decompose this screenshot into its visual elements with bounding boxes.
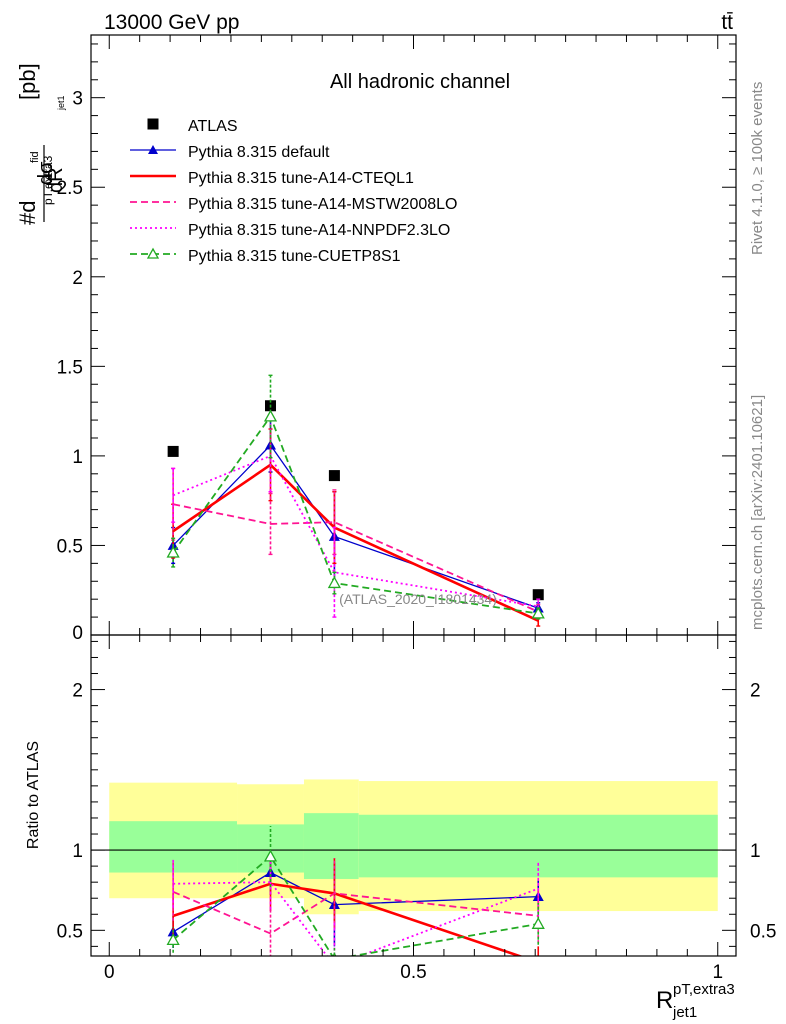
data-point [167,445,179,457]
svg-text:#d: #d [15,201,40,225]
svg-text:jet1: jet1 [56,95,66,111]
ratio-y-tick-label: 2 [72,681,83,702]
svg-text:fid: fid [29,151,41,163]
data-point [166,545,180,558]
mcplots-label: mcplots.cern.ch [arXiv:2401.10621] [749,395,766,630]
x-tick-label: 1 [712,962,723,983]
ratio-series-group [166,825,545,956]
svg-text:R: R [656,987,673,1014]
legend: ATLAS Pythia 8.315 default Pythia 8.315 tu… [130,118,457,265]
data-point [532,589,544,601]
ratio-series-line-4 [172,855,539,956]
x-axis-label: R pT,extra3 jet1 [656,981,735,1021]
svg-text:pT,extra3: pT,extra3 [673,981,735,998]
svg-text:dσ: dσ [35,161,57,185]
band-inner [303,813,359,879]
legend-marker [146,247,160,259]
series-line-1 [172,444,539,609]
series-line-5 [172,414,539,615]
series-line-4 [172,454,539,608]
ratio-y-tick-label-right: 2 [750,681,761,702]
ratio-uncertainty-bands [91,779,736,915]
ratio-axes: 0.5 0.5 1 1 2 2 0 0.5 1 [57,35,776,983]
ratio-data-point [166,933,180,945]
main-series-group [166,374,545,627]
analysis-label: (ATLAS_2020_I1801434) [339,591,497,607]
legend-label: Pythia 8.315 tune-CUETP8S1 [188,248,401,265]
energy-label: 13000 GeV pp [104,11,239,34]
ratio-series-line-2 [172,890,539,935]
legend-marker [148,145,158,154]
data-point [328,470,340,482]
legend-label: Pythia 8.315 tune-A14-NNPDF2.3LO [188,222,450,239]
svg-text:[pb]: [pb] [15,63,40,100]
svg-text:jet1: jet1 [672,1004,697,1021]
y-tick-label: 1 [72,447,83,468]
band-inner [358,814,718,878]
ratio-data-point [332,952,337,956]
process-label: tt̄ [721,11,733,34]
legend-label: Pythia 8.315 default [188,144,330,161]
ratio-y-tick-label: 0.5 [57,921,83,942]
data-point [263,409,278,422]
data-point [327,576,342,589]
svg-text:pT,extra3: pT,extra3 [41,155,55,205]
y-tick-label: 0.5 [57,536,83,557]
ratio-data-point [531,917,545,929]
main-y-axis-label: #d dσ fid pT,extra3 dR jet1 [pb] [15,63,67,225]
series-line-3 [172,503,539,613]
rivet-version-label: Rivet 4.1.0, ≥ 100k events [749,82,766,255]
x-tick-label: 0.5 [400,962,426,983]
y-tick-label-zero: 0 [72,623,83,644]
ratio-series-line-3 [173,881,539,956]
legend-marker [147,118,159,130]
ratio-y-tick-label: 1 [72,841,83,862]
y-tick-label: 1.5 [57,357,83,378]
series-line-2 [172,463,539,622]
y-tick-label: 2.5 [57,178,83,199]
data-point [531,606,545,619]
y-tick-label: 2 [72,268,83,289]
svg-text:dR: dR [45,167,67,193]
chart-title: All hadronic channel [330,71,510,93]
y-tick-label: 3 [72,89,83,110]
legend-label: ATLAS [188,118,238,135]
ratio-y-axis-label: Ratio to ATLAS [25,741,42,849]
ratio-y-tick-label-right: 1 [750,841,761,862]
legend-label: Pythia 8.315 tune-A14-MSTW2008LO [188,196,457,213]
ratio-data-point [263,849,278,862]
x-tick-label: 0 [104,962,115,983]
ratio-y-tick-label-right: 0.5 [750,921,776,942]
legend-label: Pythia 8.315 tune-A14-CTEQL1 [188,170,414,187]
